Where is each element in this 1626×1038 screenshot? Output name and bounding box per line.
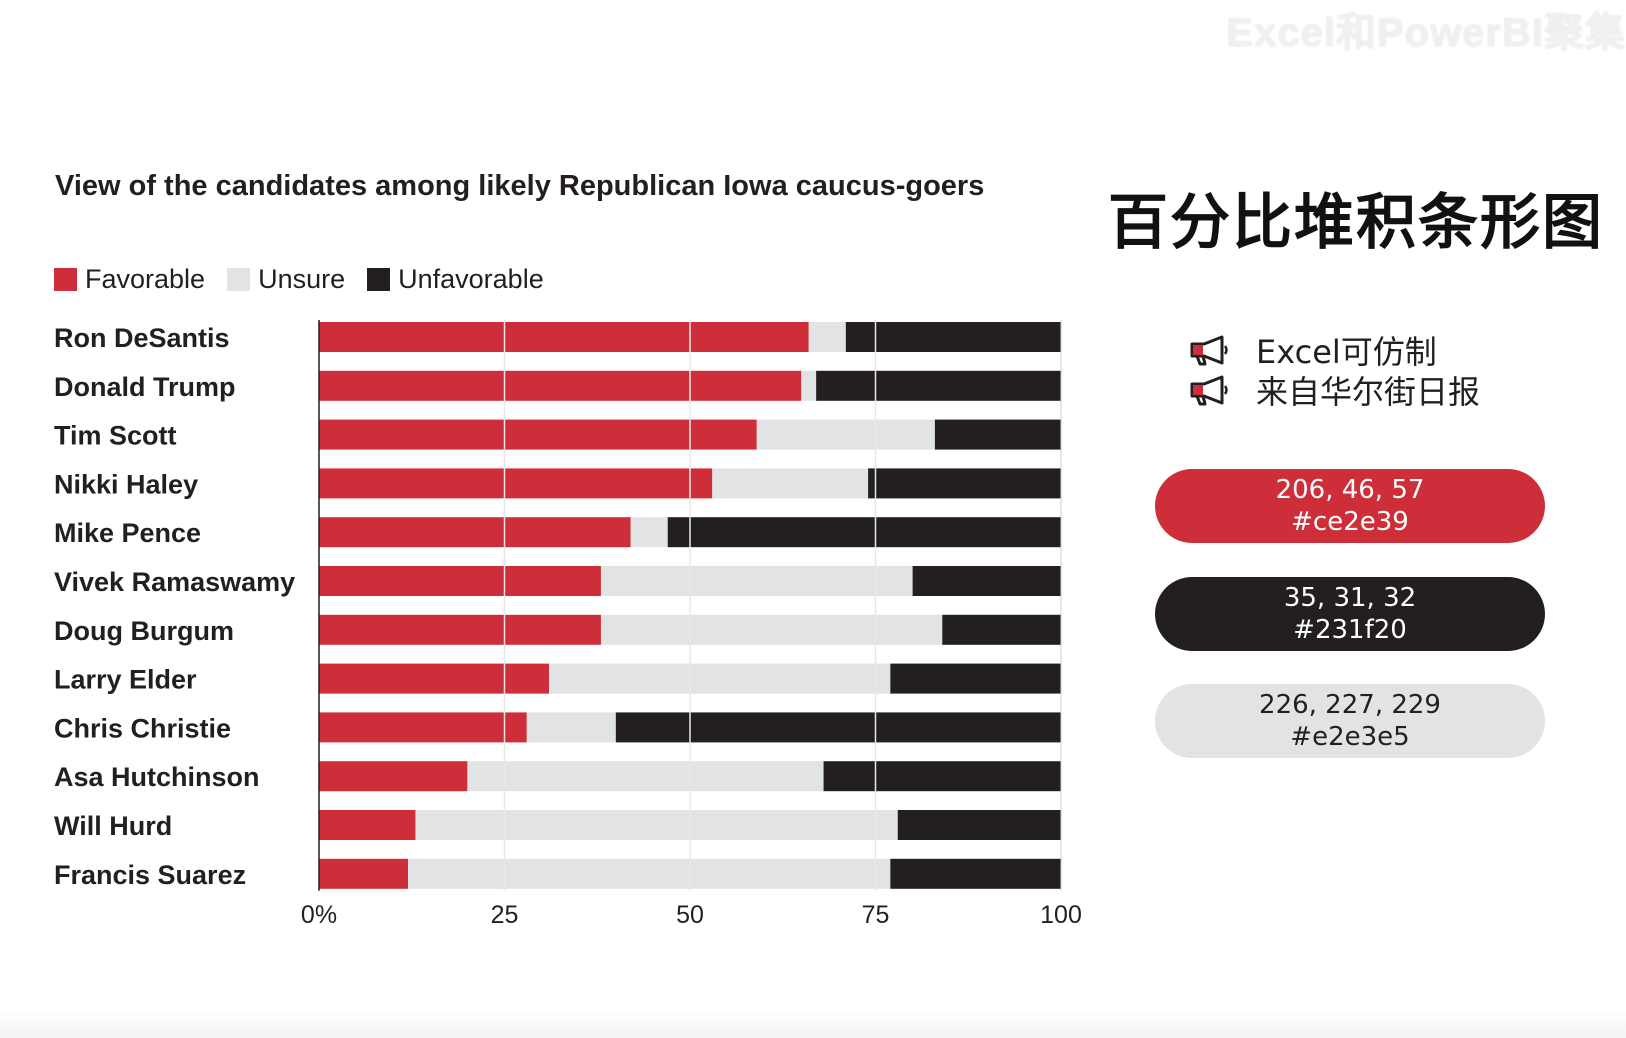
bar-unsure-11 <box>408 858 891 889</box>
swatch-hex-black: #231f20 <box>1293 615 1407 645</box>
bar-favorable-4 <box>319 517 631 548</box>
bar-favorable-10 <box>319 810 416 840</box>
bottom-band <box>0 1008 1626 1038</box>
note-text-source: 来自华尔街日报 <box>1256 373 1481 411</box>
category-label-4: Mike Pence <box>54 518 201 548</box>
color-swatch-black: 35, 31, 32 #231f20 <box>1155 577 1545 651</box>
bar-favorable-11 <box>319 858 409 889</box>
category-label-0: Ron DeSantis <box>54 323 230 353</box>
megaphone-icon <box>1190 375 1228 406</box>
bar-unsure-10 <box>415 810 898 840</box>
category-label-9: Asa Hutchinson <box>54 762 260 792</box>
swatch-hex-gray: #e2e3e5 <box>1290 722 1410 752</box>
bar-unfavorable-9 <box>823 761 1061 792</box>
category-label-10: Will Hurd <box>54 811 172 841</box>
legend-label-unfavorable: Unfavorable <box>398 264 544 294</box>
x-tick-label-0: 0% <box>301 901 337 929</box>
chart-title: View of the candidates among likely Repu… <box>55 170 985 202</box>
bar-unsure-9 <box>467 761 824 792</box>
note-text-excel: Excel可仿制 <box>1256 333 1437 371</box>
legend-item-favorable: Favorable <box>54 264 205 295</box>
bar-favorable-2 <box>319 419 757 450</box>
bar-favorable-6 <box>319 614 601 645</box>
bar-unfavorable-6 <box>942 614 1061 645</box>
bar-unsure-5 <box>600 566 913 596</box>
bar-unsure-0 <box>808 322 846 352</box>
bar-unfavorable-1 <box>816 370 1061 401</box>
bar-favorable-8 <box>319 712 527 743</box>
legend-item-unsure: Unsure <box>227 264 345 295</box>
bar-unsure-6 <box>600 614 943 645</box>
legend-label-favorable: Favorable <box>85 264 206 294</box>
x-tick-label-1: 25 <box>491 901 519 929</box>
megaphone-icon <box>1190 335 1228 366</box>
category-label-6: Doug Burgum <box>54 616 234 646</box>
swatch-rgb-black: 35, 31, 32 <box>1283 583 1417 613</box>
legend: Favorable Unsure Unfavorable <box>54 264 566 295</box>
bar-unfavorable-10 <box>897 810 1061 840</box>
bar-unfavorable-5 <box>912 566 1061 596</box>
category-label-5: Vivek Ramaswamy <box>54 567 295 597</box>
color-swatch-gray: 226, 227, 229 #e2e3e5 <box>1155 684 1545 758</box>
legend-swatch-unsure <box>227 268 251 291</box>
category-label-11: Francis Suarez <box>54 860 246 890</box>
bar-unfavorable-3 <box>868 468 1061 499</box>
color-swatch-red: 206, 46, 57 #ce2e39 <box>1155 469 1545 543</box>
swatch-rgb-red: 206, 46, 57 <box>1275 475 1425 505</box>
note-source: 来自华尔街日报 <box>1188 367 1480 413</box>
category-label-8: Chris Christie <box>54 713 231 743</box>
legend-item-unfavorable: Unfavorable <box>367 264 544 295</box>
bar-favorable-1 <box>319 370 802 401</box>
x-tick-label-4: 100 <box>1040 901 1082 929</box>
legend-swatch-unfavorable <box>367 268 391 291</box>
bar-unfavorable-8 <box>615 712 1061 743</box>
bar-unfavorable-7 <box>890 663 1061 694</box>
bar-unsure-8 <box>526 712 616 743</box>
bar-favorable-9 <box>319 761 468 792</box>
bar-favorable-5 <box>319 566 601 596</box>
bar-unfavorable-4 <box>667 517 1061 548</box>
category-label-3: Nikki Haley <box>54 469 198 499</box>
bar-favorable-3 <box>319 468 713 499</box>
bar-unsure-4 <box>630 517 668 548</box>
legend-label-unsure: Unsure <box>258 264 346 294</box>
bar-unsure-3 <box>712 468 869 499</box>
bar-unsure-1 <box>801 370 817 401</box>
bar-unfavorable-2 <box>934 419 1061 450</box>
bar-unfavorable-11 <box>890 858 1061 889</box>
category-label-2: Tim Scott <box>54 421 177 451</box>
note-excel: Excel可仿制 <box>1188 327 1437 373</box>
bar-unfavorable-0 <box>845 322 1061 352</box>
category-label-1: Donald Trump <box>54 372 236 402</box>
x-tick-label-3: 75 <box>862 901 890 929</box>
legend-swatch-favorable <box>54 268 77 291</box>
swatch-hex-red: #ce2e39 <box>1291 507 1409 537</box>
category-label-7: Larry Elder <box>54 665 197 695</box>
bar-favorable-7 <box>319 663 550 694</box>
swatch-rgb-gray: 226, 227, 229 <box>1259 690 1441 720</box>
bar-unsure-2 <box>756 419 935 450</box>
x-tick-label-2: 50 <box>676 901 704 929</box>
watermark: Excel和PowerBI聚集 <box>1226 11 1626 55</box>
main-heading: 百分比堆积条形图 <box>1108 188 1604 258</box>
bar-unsure-7 <box>549 663 891 694</box>
bar-favorable-0 <box>319 322 809 352</box>
